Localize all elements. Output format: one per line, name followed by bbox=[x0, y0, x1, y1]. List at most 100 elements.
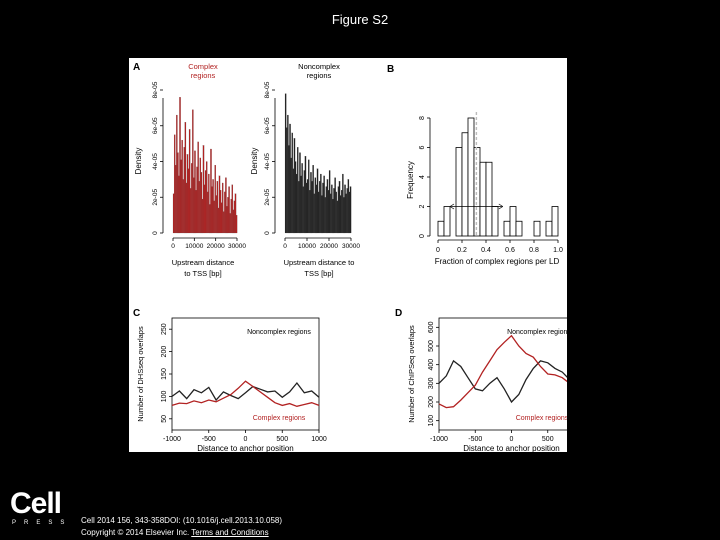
chip-plot-xlabel: Distance to anchor position bbox=[463, 444, 560, 452]
chip-plot-noncomplex-label: Noncomplex regions bbox=[507, 329, 567, 336]
panel-d-letter: D bbox=[395, 308, 402, 319]
complex-hist-bar bbox=[228, 186, 230, 234]
complex-hist-bar bbox=[235, 215, 238, 234]
complex-hist-title: Complex bbox=[188, 62, 218, 71]
panel-c-letter: C bbox=[133, 308, 140, 319]
noncomplex-hist-bar bbox=[349, 186, 352, 234]
freq-bar bbox=[533, 220, 541, 237]
complex-hist-x-tick-label: 30000 bbox=[228, 243, 246, 250]
chip-plot-y-tick-label: 400 bbox=[428, 359, 435, 371]
freq-x-tick-label: 0 bbox=[436, 247, 440, 254]
freq-xlabel: Fraction of complex regions per LD bbox=[435, 257, 560, 266]
freq-bar bbox=[515, 220, 523, 237]
noncomplex-hist-x-tick-label: 10000 bbox=[298, 243, 316, 250]
freq-bar bbox=[491, 206, 499, 237]
dhs-plot-complex-label: Complex regions bbox=[253, 415, 306, 422]
logo-press-text: PRESS bbox=[12, 520, 73, 526]
freq-y-tick-label: 0 bbox=[419, 234, 426, 238]
dhs-plot-x-tick-label: 0 bbox=[244, 436, 248, 443]
noncomplex-hist-x-tick-label: 0 bbox=[283, 243, 287, 250]
copyright-line: Copyright © 2014 Elsevier Inc. Terms and… bbox=[81, 527, 282, 539]
chip-plot-y-tick-label: 500 bbox=[428, 340, 435, 352]
dhs-plot-ylabel: Number of DHSseq overlaps bbox=[136, 326, 145, 422]
chip-plot-y-tick-label: 300 bbox=[428, 377, 435, 389]
citation-text: Cell 2014 156, 343-358DOI: (10.1016/j.ce… bbox=[81, 516, 283, 525]
dhs-plot-x-tick-label: 500 bbox=[276, 436, 288, 443]
freq-ylabel: Frequency bbox=[406, 161, 415, 199]
noncomplex-hist-title: Noncomplex bbox=[298, 62, 340, 71]
panel-a-letter: A bbox=[133, 62, 140, 73]
chip-plot-complex-label: Complex regions bbox=[516, 415, 567, 422]
complex-hist-bar bbox=[225, 177, 227, 234]
chip-plot-y-tick-label: 600 bbox=[428, 321, 435, 333]
complex-hist-bar bbox=[188, 129, 191, 234]
noncomplex-hist-y-tick-label: 8e-05 bbox=[264, 81, 271, 98]
freq-bar bbox=[503, 220, 511, 237]
freq-x-tick-label: 0.6 bbox=[505, 247, 515, 254]
complex-hist-bar bbox=[216, 181, 219, 234]
figure-panel: A 0 2e-05 4e-05 6e-05 8e-05 0 10000 20000 30000 Co… bbox=[129, 58, 567, 452]
dhs-plot-xlabel: Distance to anchor position bbox=[197, 444, 294, 452]
cell-press-logo: Cell PRESS bbox=[10, 489, 70, 529]
freq-bar bbox=[437, 220, 445, 237]
freq-bar bbox=[551, 206, 559, 237]
complex-hist-y-tick-label: 0 bbox=[152, 231, 159, 235]
complex-hist-bar bbox=[192, 109, 194, 234]
range-arrowhead-left bbox=[449, 203, 455, 210]
dhs-plot-x-tick-label: -500 bbox=[202, 436, 216, 443]
freq-bar bbox=[545, 220, 553, 237]
noncomplex-hist-x-tick-label: 20000 bbox=[320, 243, 338, 250]
dhs-plot-y-tick-label: 200 bbox=[161, 346, 168, 358]
dhs-plot-y-tick-label: 50 bbox=[161, 415, 168, 423]
chip-plot-y-tick-label: 100 bbox=[428, 415, 435, 427]
noncomplex-hist-xlabel: Upstream distance to bbox=[284, 258, 355, 267]
complex-hist-x-tick-label: 20000 bbox=[207, 243, 225, 250]
freq-bar bbox=[485, 161, 493, 237]
chip-plot-x-tick-label: 500 bbox=[542, 436, 554, 443]
noncomplex-hist-title-2: regions bbox=[307, 71, 332, 80]
chip-plot-ylabel: Number of ChIPSeq overlaps bbox=[407, 325, 416, 423]
noncomplex-hist-y-tick-label: 0 bbox=[264, 231, 271, 235]
freq-x-tick-label: 0.4 bbox=[481, 247, 491, 254]
terms-link[interactable]: Terms and Conditions bbox=[191, 528, 269, 537]
logo-wordmark: Cell bbox=[10, 487, 62, 520]
complex-hist-xlabel-2: to TSS [bp] bbox=[184, 269, 221, 278]
complex-hist-bar bbox=[184, 122, 187, 234]
freq-bar bbox=[455, 147, 463, 237]
freq-x-tick-label: 0.2 bbox=[457, 247, 467, 254]
freq-x-tick-label: 0.8 bbox=[529, 247, 539, 254]
freq-bar bbox=[509, 206, 517, 237]
noncomplex-hist-y-tick-label: 4e-05 bbox=[264, 153, 271, 170]
complex-hist-x-tick-label: 10000 bbox=[185, 243, 203, 250]
dhs-plot-x-tick-label: 1000 bbox=[311, 436, 327, 443]
dhs-plot-y-tick-label: 250 bbox=[161, 323, 168, 335]
dhs-plot-noncomplex-label: Noncomplex regions bbox=[247, 329, 311, 336]
noncomplex-hist-x-tick-label: 30000 bbox=[342, 243, 360, 250]
complex-hist-bar bbox=[208, 173, 210, 234]
panel-b-letter: B bbox=[387, 64, 394, 75]
freq-bar bbox=[461, 132, 469, 237]
noncomplex-hist-ylabel: Density bbox=[250, 148, 259, 175]
chip-plot-complex-line bbox=[438, 334, 567, 409]
dhs-plot-y-tick-label: 150 bbox=[161, 368, 168, 380]
copyright-text: Copyright © 2014 Elsevier Inc. bbox=[81, 528, 190, 537]
complex-hist-x-tick-label: 0 bbox=[171, 243, 175, 250]
dhs-plot-y-tick-label: 100 bbox=[161, 390, 168, 402]
slide-title: Figure S2 bbox=[331, 12, 389, 27]
complex-hist-y-tick-label: 6e-05 bbox=[152, 117, 159, 134]
complex-hist-y-tick-label: 8e-05 bbox=[152, 81, 159, 98]
complex-hist-ylabel: Density bbox=[134, 148, 143, 175]
complex-hist-xlabel: Upstream distance bbox=[172, 258, 235, 267]
complex-hist-bar bbox=[231, 184, 234, 234]
range-arrowhead-right bbox=[498, 203, 503, 210]
dhs-plot-complex-line bbox=[171, 380, 320, 407]
noncomplex-hist-y-tick-label: 2e-05 bbox=[264, 189, 271, 206]
noncomplex-hist-y-tick-label: 6e-05 bbox=[264, 117, 271, 134]
chip-plot-x-tick-label: 0 bbox=[510, 436, 514, 443]
freq-y-tick-label: 6 bbox=[419, 145, 426, 149]
complex-hist-bar bbox=[221, 182, 224, 234]
freq-bar bbox=[479, 161, 487, 237]
complex-hist-y-tick-label: 4e-05 bbox=[152, 153, 159, 170]
citation-block: Cell 2014 156, 343-358DOI: (10.1016/j.ce… bbox=[81, 515, 282, 539]
